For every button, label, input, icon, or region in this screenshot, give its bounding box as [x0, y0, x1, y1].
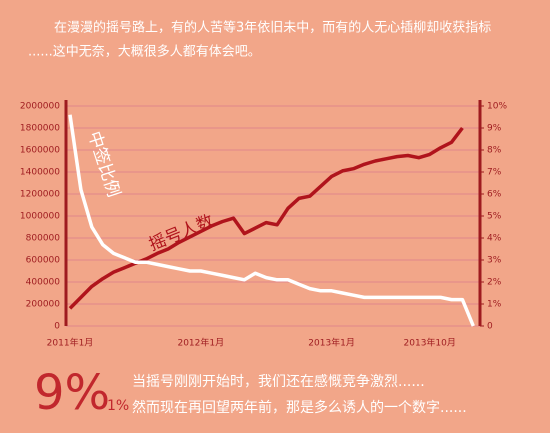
y-tick-label: 1000000 [20, 212, 60, 222]
y-tick-label: 1400000 [20, 168, 60, 178]
y-tick-label: 1800000 [20, 124, 60, 134]
y2-tick-label: 6% [487, 190, 502, 200]
y2-tick-label: 9% [487, 124, 502, 134]
y-tick-label: 2000000 [20, 102, 60, 112]
y-tick-label: 0 [54, 322, 60, 332]
x-tick-label: 2011年1月 [47, 337, 94, 349]
big-number: 9% [34, 365, 110, 421]
footer-line: 当摇号刚刚开始时，我们还在感慨竞争激烈...... [132, 373, 425, 390]
y2-tick-label: 1% [487, 300, 502, 310]
y-tick-label: 1600000 [20, 146, 60, 156]
y-tick-label: 400000 [26, 278, 61, 288]
y2-tick-label: 8% [487, 146, 502, 156]
y2-tick-label: 10% [487, 102, 507, 112]
x-tick-label: 2013年1月 [308, 337, 355, 349]
intro-line: 在漫漫的摇号路上，有的人苦等3年依旧未中，而有的人无心插柳却收获指标 [28, 20, 491, 36]
y2-tick-label: 3% [487, 256, 502, 266]
y2-tick-label: 0 [487, 322, 493, 332]
footer-line: 然而现在再回望两年前，那是多么诱人的一个数字...... [132, 399, 467, 416]
small-number: 1% [107, 398, 129, 414]
y2-tick-label: 4% [487, 234, 502, 244]
y-tick-label: 800000 [26, 234, 61, 244]
series-label: 摇号人数 [146, 211, 217, 255]
y-tick-label: 1200000 [20, 190, 60, 200]
y-tick-label: 200000 [26, 300, 61, 310]
y2-tick-label: 7% [487, 168, 502, 178]
x-tick-label: 2013年10月 [404, 337, 456, 349]
y-tick-label: 600000 [26, 256, 61, 266]
series-line [68, 126, 464, 310]
x-tick-label: 2012年1月 [177, 337, 224, 349]
series-label: 中签比例 [83, 129, 123, 200]
y2-tick-label: 5% [487, 212, 502, 222]
y2-tick-label: 2% [487, 278, 502, 288]
intro-line: ......这中无奈，大概很多人都有体会吧。 [28, 44, 261, 60]
series-line [68, 114, 475, 327]
